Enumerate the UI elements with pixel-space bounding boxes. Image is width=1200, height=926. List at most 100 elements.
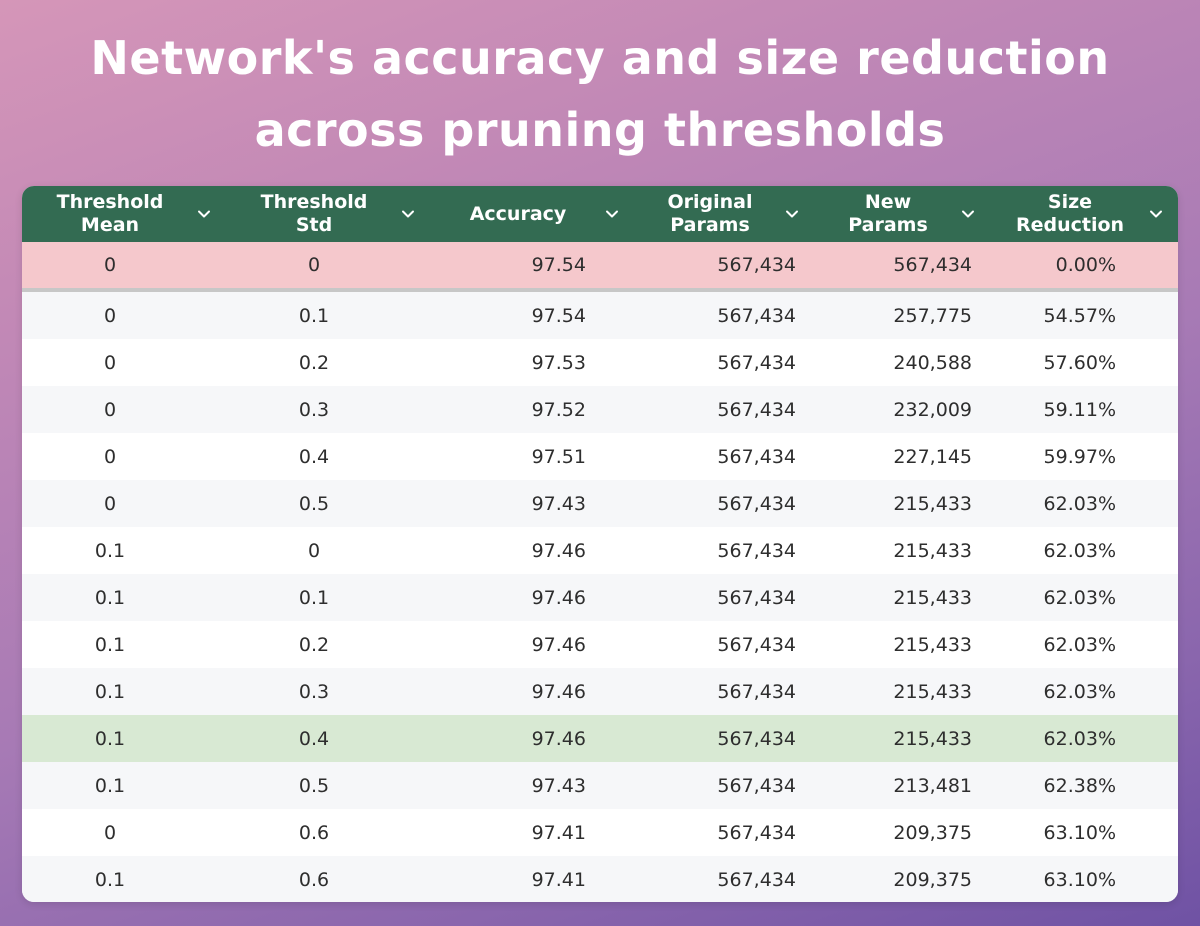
cell-threshold-std: 0.6	[298, 868, 330, 891]
cell-original-params: 567,434	[717, 821, 796, 844]
table-row: 0.1 0.5 97.43 567,434 213,481 62.38%	[22, 762, 1178, 809]
cell-size-reduction: 62.03%	[1043, 727, 1116, 750]
cell-new-params: 213,481	[893, 774, 972, 797]
cell-accuracy: 97.43	[531, 492, 586, 515]
chevron-down-icon[interactable]	[604, 206, 620, 222]
cell-accuracy: 97.52	[531, 398, 586, 421]
cell-new-params: 240,588	[893, 351, 972, 374]
cell-new-params: 209,375	[893, 868, 972, 891]
cell-size-reduction: 63.10%	[1043, 821, 1116, 844]
table-row: 0 0.6 97.41 567,434 209,375 63.10%	[22, 809, 1178, 856]
cell-threshold-std: 0	[307, 254, 321, 276]
cell-threshold-std: 0.1	[298, 586, 330, 609]
column-header-threshold-std[interactable]: Threshold Std	[226, 186, 430, 242]
cell-accuracy: 97.41	[531, 821, 586, 844]
cell-threshold-mean: 0	[103, 492, 117, 515]
chevron-down-icon[interactable]	[784, 206, 800, 222]
cell-new-params: 209,375	[893, 821, 972, 844]
cell-threshold-mean: 0.1	[94, 868, 126, 891]
cell-size-reduction: 62.03%	[1043, 492, 1116, 515]
cell-new-params: 257,775	[893, 304, 972, 327]
cell-size-reduction: 59.11%	[1043, 398, 1116, 421]
cell-accuracy: 97.51	[531, 445, 586, 468]
cell-threshold-std: 0.2	[298, 351, 330, 374]
chevron-down-icon[interactable]	[1148, 206, 1164, 222]
chevron-down-icon[interactable]	[196, 206, 212, 222]
cell-accuracy: 97.46	[531, 633, 586, 656]
cell-new-params: 215,433	[893, 680, 972, 703]
cell-size-reduction: 59.97%	[1043, 445, 1116, 468]
table-header: Threshold Mean Threshold Std Accuracy Origi…	[22, 186, 1178, 242]
table-row: 0 0.2 97.53 567,434 240,588 57.60%	[22, 339, 1178, 386]
cell-threshold-std: 0	[307, 539, 321, 562]
cell-new-params: 227,145	[893, 445, 972, 468]
cell-original-params: 567,434	[717, 351, 796, 374]
cell-threshold-std: 0.6	[298, 821, 330, 844]
cell-threshold-mean: 0.1	[94, 727, 126, 750]
column-header-label: New Params	[848, 191, 928, 236]
column-header-label: Accuracy	[469, 202, 567, 225]
cell-original-params: 567,434	[717, 727, 796, 750]
table-row: 0 0.3 97.52 567,434 232,009 59.11%	[22, 386, 1178, 433]
cell-new-params: 567,434	[893, 254, 972, 276]
cell-threshold-mean: 0	[103, 821, 117, 844]
cell-size-reduction: 0.00%	[1055, 254, 1116, 276]
cell-threshold-std: 0.4	[298, 445, 330, 468]
table-row: 0 0.1 97.54 567,434 257,775 54.57%	[22, 292, 1178, 339]
table-row: 0.1 0 97.46 567,434 215,433 62.03%	[22, 527, 1178, 574]
column-header-threshold-mean[interactable]: Threshold Mean	[22, 186, 226, 242]
chevron-down-icon[interactable]	[400, 206, 416, 222]
cell-new-params: 215,433	[893, 727, 972, 750]
cell-size-reduction: 62.03%	[1043, 586, 1116, 609]
cell-original-params: 567,434	[717, 680, 796, 703]
cell-original-params: 567,434	[717, 539, 796, 562]
cell-size-reduction: 63.10%	[1043, 868, 1116, 891]
cell-threshold-mean: 0	[103, 351, 117, 374]
cell-threshold-std: 0.4	[298, 727, 330, 750]
table-row: 0 0 97.54 567,434 567,434 0.00%	[22, 242, 1178, 292]
cell-threshold-std: 0.5	[298, 492, 330, 515]
cell-accuracy: 97.46	[531, 586, 586, 609]
table-row: 0.1 0.6 97.41 567,434 209,375 63.10%	[22, 856, 1178, 902]
cell-threshold-mean: 0.1	[94, 680, 126, 703]
cell-threshold-mean: 0	[103, 304, 117, 327]
column-header-original-params[interactable]: Original Params	[634, 186, 814, 242]
column-header-label: Threshold Std	[260, 191, 368, 236]
column-header-label: Original Params	[667, 191, 753, 236]
table-row: 0.1 0.2 97.46 567,434 215,433 62.03%	[22, 621, 1178, 668]
cell-accuracy: 97.53	[531, 351, 586, 374]
cell-accuracy: 97.46	[531, 680, 586, 703]
cell-threshold-mean: 0.1	[94, 586, 126, 609]
cell-original-params: 567,434	[717, 398, 796, 421]
cell-accuracy: 97.41	[531, 868, 586, 891]
table-row: 0 0.5 97.43 567,434 215,433 62.03%	[22, 480, 1178, 527]
cell-size-reduction: 57.60%	[1043, 351, 1116, 374]
cell-threshold-mean: 0	[103, 254, 117, 276]
column-header-new-params[interactable]: New Params	[814, 186, 990, 242]
page-title: Network's accuracy and size reduction ac…	[90, 31, 1110, 157]
cell-original-params: 567,434	[717, 774, 796, 797]
column-header-label: Size Reduction	[1015, 191, 1125, 236]
cell-threshold-mean: 0	[103, 398, 117, 421]
cell-threshold-std: 0.1	[298, 304, 330, 327]
cell-threshold-std: 0.3	[298, 680, 330, 703]
cell-threshold-mean: 0.1	[94, 539, 126, 562]
cell-new-params: 215,433	[893, 586, 972, 609]
table-row: 0 0.4 97.51 567,434 227,145 59.97%	[22, 433, 1178, 480]
cell-accuracy: 97.43	[531, 774, 586, 797]
column-header-accuracy[interactable]: Accuracy	[430, 186, 634, 242]
cell-original-params: 567,434	[717, 304, 796, 327]
column-header-size-reduction[interactable]: Size Reduction	[990, 186, 1178, 242]
cell-size-reduction: 62.38%	[1043, 774, 1116, 797]
cell-threshold-mean: 0	[103, 445, 117, 468]
cell-accuracy: 97.54	[531, 254, 586, 276]
cell-size-reduction: 54.57%	[1043, 304, 1116, 327]
cell-new-params: 215,433	[893, 492, 972, 515]
cell-size-reduction: 62.03%	[1043, 633, 1116, 656]
cell-accuracy: 97.46	[531, 539, 586, 562]
table-row: 0.1 0.1 97.46 567,434 215,433 62.03%	[22, 574, 1178, 621]
results-table: Threshold Mean Threshold Std Accuracy Origi…	[22, 186, 1178, 902]
cell-threshold-mean: 0.1	[94, 633, 126, 656]
chevron-down-icon[interactable]	[960, 206, 976, 222]
cell-original-params: 567,434	[717, 633, 796, 656]
